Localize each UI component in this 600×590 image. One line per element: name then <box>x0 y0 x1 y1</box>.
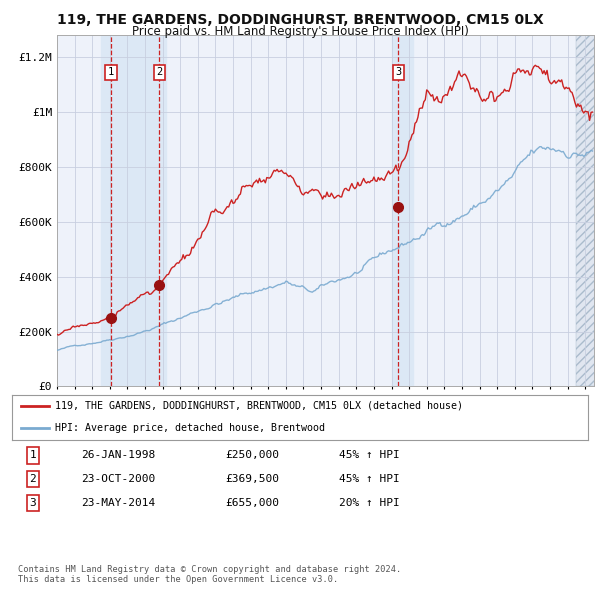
Text: 1: 1 <box>29 451 37 460</box>
Text: 3: 3 <box>29 498 37 507</box>
Text: 23-MAY-2014: 23-MAY-2014 <box>81 498 155 507</box>
Text: 20% ↑ HPI: 20% ↑ HPI <box>339 498 400 507</box>
Text: 26-JAN-1998: 26-JAN-1998 <box>81 451 155 460</box>
Text: £369,500: £369,500 <box>225 474 279 484</box>
Text: £655,000: £655,000 <box>225 498 279 507</box>
Text: 2: 2 <box>29 474 37 484</box>
Text: 3: 3 <box>395 67 401 77</box>
Text: 45% ↑ HPI: 45% ↑ HPI <box>339 474 400 484</box>
Text: 45% ↑ HPI: 45% ↑ HPI <box>339 451 400 460</box>
Text: 23-OCT-2000: 23-OCT-2000 <box>81 474 155 484</box>
Text: 119, THE GARDENS, DODDINGHURST, BRENTWOOD, CM15 0LX: 119, THE GARDENS, DODDINGHURST, BRENTWOO… <box>56 13 544 27</box>
Bar <box>577 35 596 386</box>
Text: Contains HM Land Registry data © Crown copyright and database right 2024.
This d: Contains HM Land Registry data © Crown c… <box>18 565 401 584</box>
Text: HPI: Average price, detached house, Brentwood: HPI: Average price, detached house, Bren… <box>55 423 325 433</box>
Text: £250,000: £250,000 <box>225 451 279 460</box>
Text: 1: 1 <box>108 67 114 77</box>
Text: Price paid vs. HM Land Registry's House Price Index (HPI): Price paid vs. HM Land Registry's House … <box>131 25 469 38</box>
Text: 2: 2 <box>156 67 163 77</box>
Bar <box>392 35 413 386</box>
Bar <box>101 35 166 386</box>
Text: 119, THE GARDENS, DODDINGHURST, BRENTWOOD, CM15 0LX (detached house): 119, THE GARDENS, DODDINGHURST, BRENTWOO… <box>55 401 463 411</box>
